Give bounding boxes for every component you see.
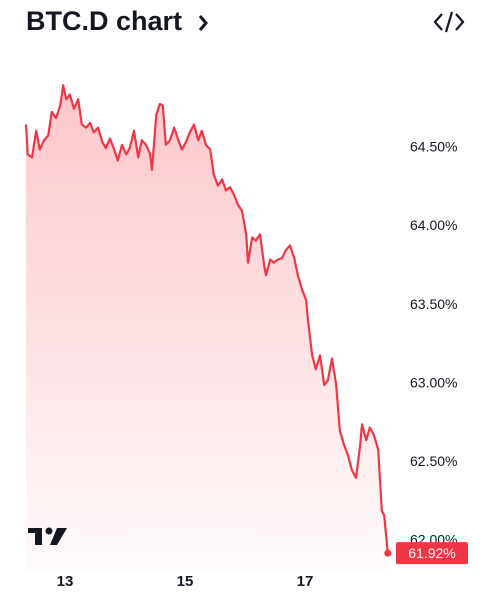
value-label: 61.92% — [408, 545, 455, 561]
x-tick-label: 13 — [57, 573, 74, 590]
y-tick-label: 62.50% — [410, 453, 457, 469]
chart-title[interactable]: BTC.D chart — [26, 6, 182, 36]
line — [24, 84, 389, 554]
last-point — [384, 549, 392, 557]
chevron-icon[interactable] — [198, 15, 208, 31]
x-tick-label: 15 — [177, 573, 194, 590]
embed-icon[interactable] — [433, 11, 465, 33]
y-tick-label: 63.00% — [410, 374, 457, 390]
plot-area — [24, 84, 392, 572]
value-label-box — [396, 542, 468, 565]
y-tick-label: 63.50% — [410, 296, 457, 312]
y-tick-label: 64.50% — [410, 139, 457, 155]
area — [26, 85, 388, 572]
x-tick-label: 17 — [297, 573, 314, 590]
tradingview-logo — [28, 527, 67, 545]
y-tick-label: 64.00% — [410, 217, 457, 233]
